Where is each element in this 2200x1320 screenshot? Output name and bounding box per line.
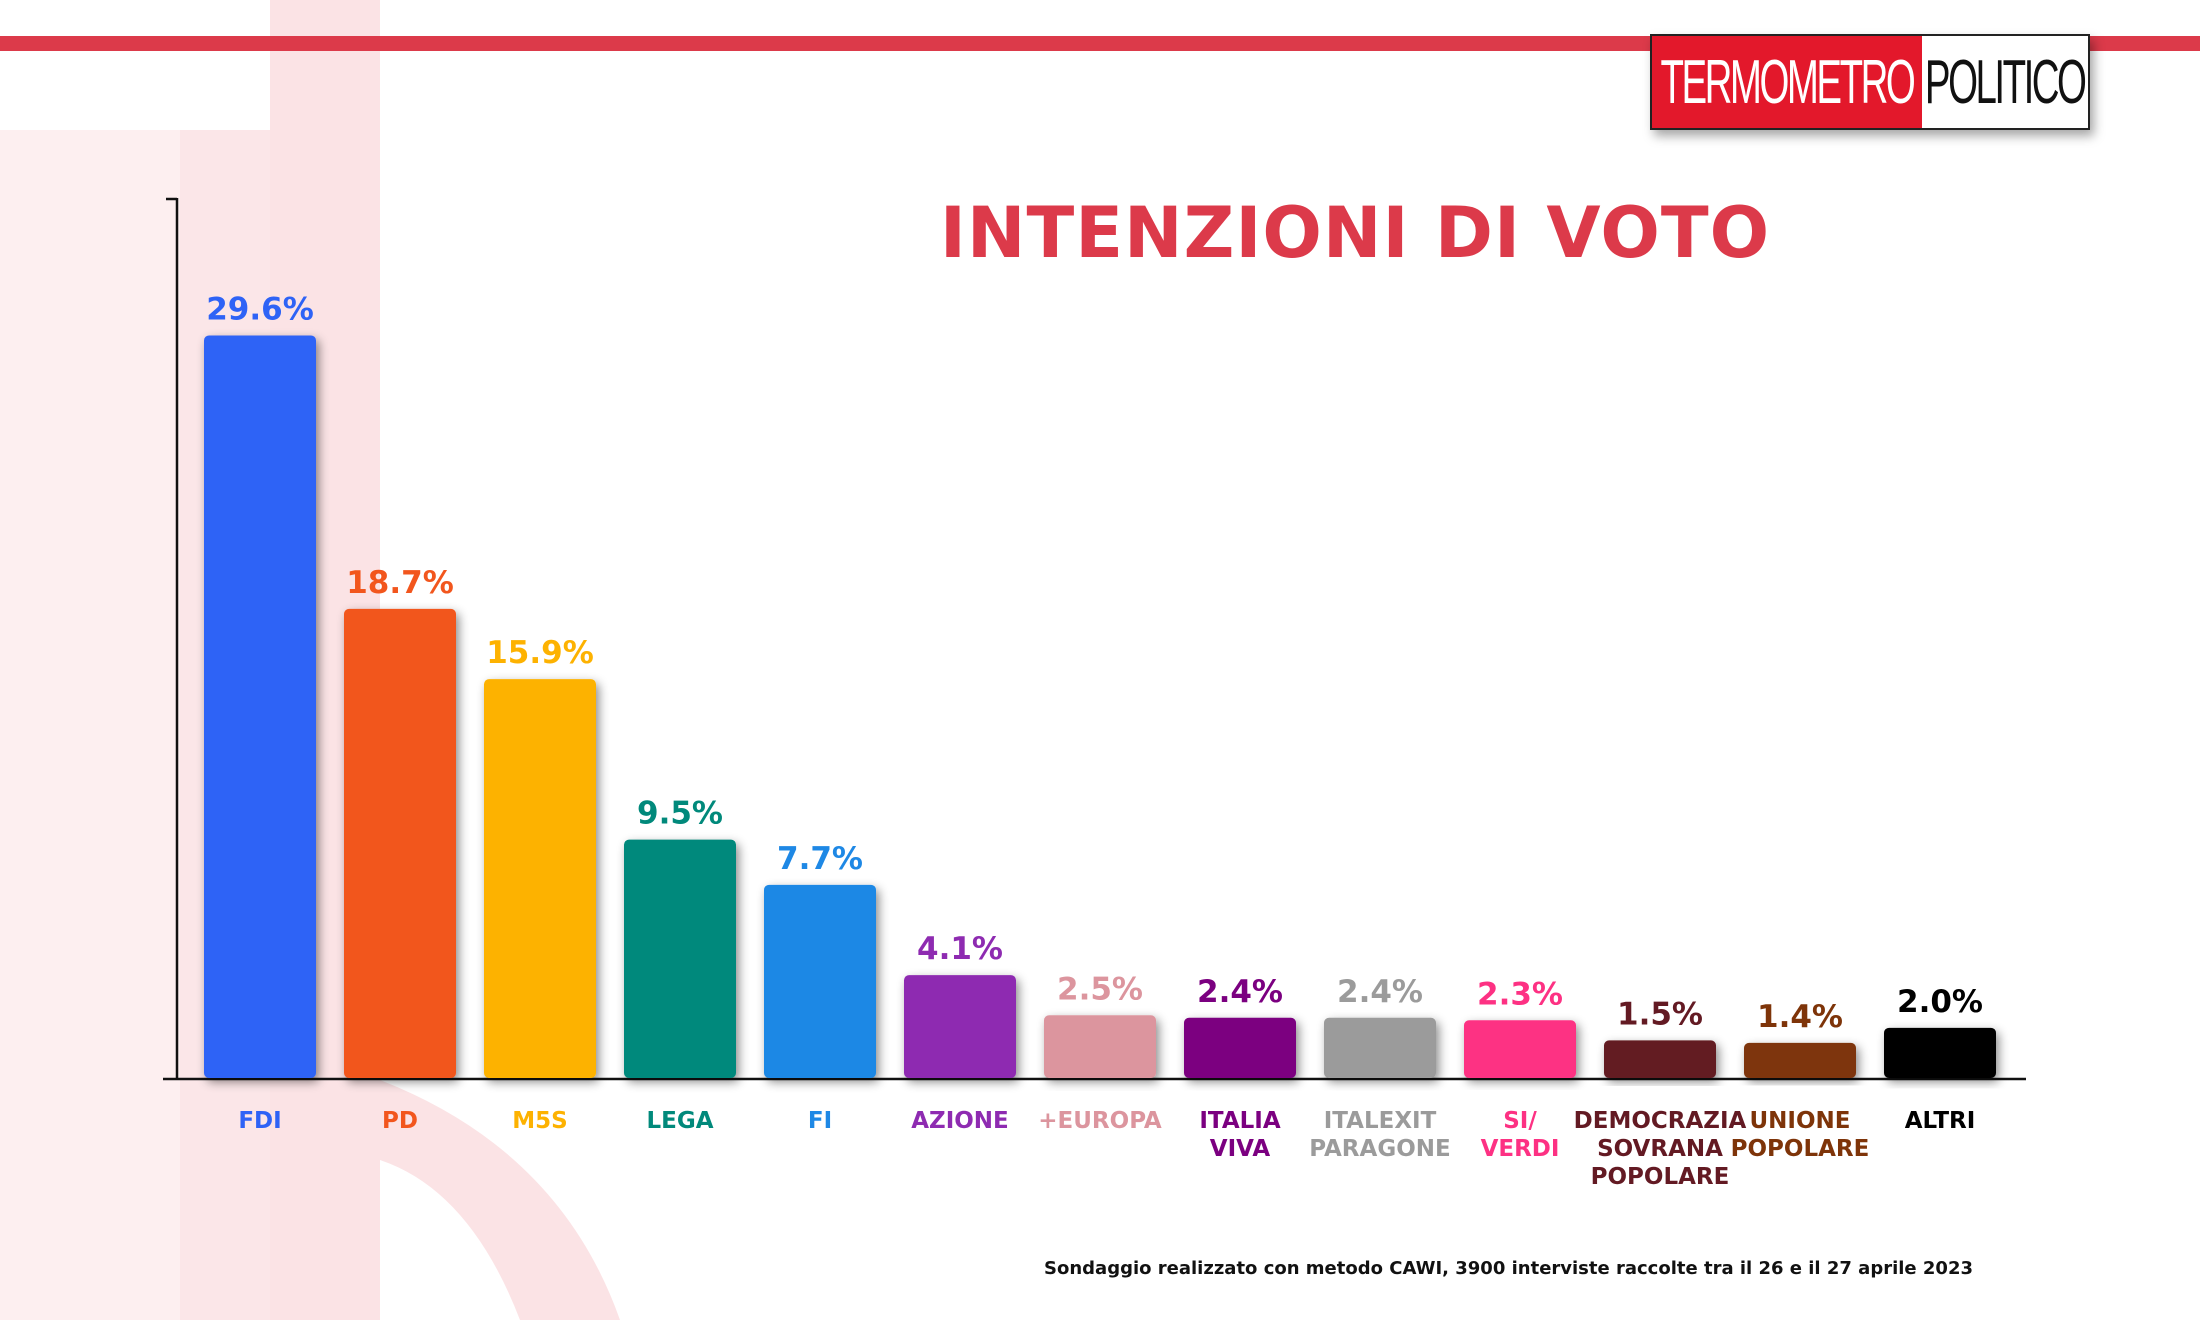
data-label: 4.1% [917,931,1003,967]
bar [204,335,316,1078]
data-label: 1.4% [1757,999,1843,1035]
data-label: 2.5% [1057,971,1143,1007]
category-label: LEGA [646,1108,713,1134]
category-label: FDI [238,1108,281,1134]
bar [1044,1015,1156,1078]
data-label: 2.4% [1197,974,1283,1010]
bar [484,679,596,1078]
footnote: Sondaggio realizzato con metodo CAWI, 39… [1044,1258,1973,1279]
data-label: 2.3% [1477,976,1563,1012]
category-label: ITALEXIT PARAGONE [1309,1108,1450,1162]
data-label: 29.6% [206,291,314,327]
chart-title: INTENZIONI DI VOTO [939,192,1771,274]
data-label: 1.5% [1617,996,1703,1032]
category-label: +EUROPA [1038,1108,1162,1134]
logo-white-part: POLITICO [1925,47,2087,117]
data-label: 9.5% [637,796,723,832]
bar [1324,1017,1436,1078]
category-label: M5S [512,1108,567,1134]
category-label: FI [808,1108,832,1134]
bar [1604,1040,1716,1078]
bar [344,608,456,1078]
category-label: PD [382,1108,418,1134]
data-label: 7.7% [777,841,863,877]
category-label: AZIONE [911,1108,1009,1134]
bar [764,884,876,1078]
data-label: 15.9% [486,635,594,671]
termometro-politico-logo: TERMOMETRO POLITICO [1650,34,2090,130]
bar [1884,1027,1996,1078]
category-label: ALTRI [1905,1108,1976,1134]
category-label: ITALIA VIVA [1199,1108,1280,1162]
category-label: UNIONE POPOLARE [1731,1108,1870,1162]
bar [1744,1042,1856,1078]
data-label: 2.0% [1897,984,1983,1020]
category-label: DEMOCRAZIA SOVRANA POPOLARE [1574,1108,1747,1190]
bar [624,839,736,1078]
data-label: 2.4% [1337,974,1423,1010]
bar [1184,1017,1296,1078]
logo-red-part: TERMOMETRO [1652,36,1922,128]
bar [1464,1020,1576,1078]
category-label: SI/VERDI [1481,1108,1560,1162]
bar [904,975,1016,1078]
data-label: 18.7% [346,565,454,601]
